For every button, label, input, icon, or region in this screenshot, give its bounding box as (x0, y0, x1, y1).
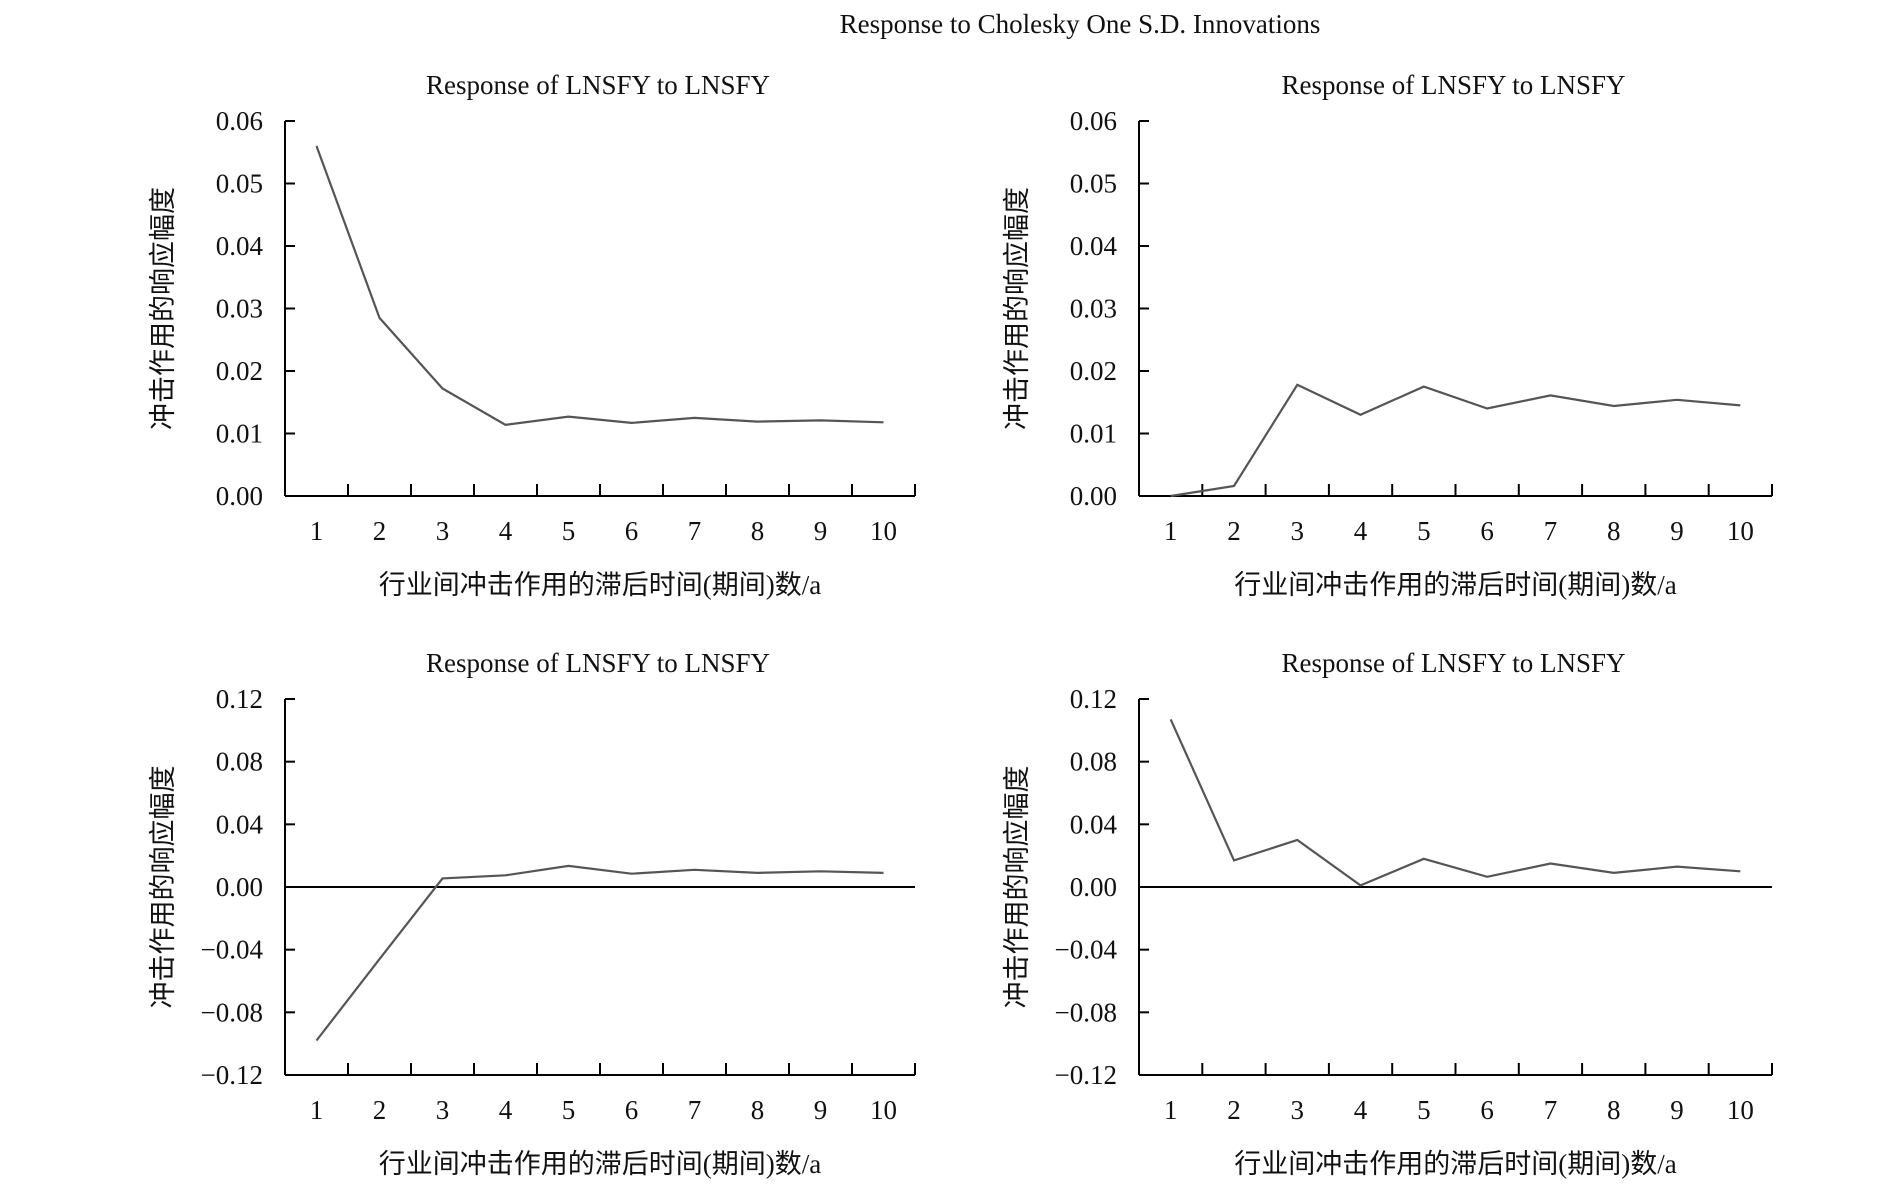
x-tick-label: 5 (1417, 1095, 1431, 1125)
response-line (1169, 718, 1741, 887)
y-tick-label: 0.06 (216, 106, 263, 136)
chart-title: Response of LNSFY to LNSFY (1281, 70, 1625, 100)
x-tick-label: 6 (1480, 1095, 1494, 1125)
y-tick-label: 0.01 (216, 419, 263, 449)
figure-title: Response to Cholesky One S.D. Innovation… (840, 9, 1321, 39)
y-axis-label: 冲击作用的响应幅度 (1002, 766, 1032, 1009)
y-tick-label: 0.03 (216, 294, 263, 324)
chart-panel-4: Response of LNSFY to LNSFY −0.12 −0.08 −0.0… (1002, 648, 1773, 1179)
y-tick-label: −0.12 (1055, 1060, 1117, 1090)
x-tick-label: 8 (1607, 1095, 1621, 1125)
x-tick-label: 4 (1354, 516, 1368, 546)
y-axis-label: 冲击作用的响应幅度 (148, 766, 178, 1009)
x-tick-label: 4 (499, 516, 513, 546)
y-tick-label: 0.04 (216, 231, 264, 261)
y-tick-label: −0.08 (1055, 997, 1117, 1027)
y-tick-label: 0.12 (216, 684, 263, 714)
y-tick-label: 0.00 (1070, 481, 1117, 511)
y-tick-label: 0.05 (1070, 169, 1117, 199)
x-tick-label: 1 (1164, 1095, 1178, 1125)
x-tick-label: 2 (373, 1095, 387, 1125)
x-tick-label: 3 (436, 1095, 450, 1125)
y-tick-label: −0.04 (201, 935, 264, 965)
x-tick-label: 9 (814, 516, 828, 546)
x-tick-label: 3 (1291, 1095, 1305, 1125)
y-tick-label: 0.08 (1070, 747, 1117, 777)
x-axis-label: 行业间冲击作用的滞后时间(期间)数/a (379, 570, 821, 600)
x-axis-label: 行业间冲击作用的滞后时间(期间)数/a (379, 1149, 821, 1179)
y-tick-label: 0.00 (216, 872, 263, 902)
y-tick-label: 0.04 (216, 809, 264, 839)
x-tick-label: 4 (1354, 1095, 1368, 1125)
x-tick-label: 1 (310, 1095, 324, 1125)
x-tick-label: 2 (1227, 1095, 1241, 1125)
y-tick-label: −0.04 (1055, 935, 1118, 965)
x-tick-label: 8 (1607, 516, 1621, 546)
x-tick-label: 3 (436, 516, 450, 546)
x-tick-label: 2 (1227, 516, 1241, 546)
chart-panel-2: Response of LNSFY to LNSFY 0.00 0.01 0.02 0.… (1002, 70, 1773, 600)
chart-title: Response of LNSFY to LNSFY (1281, 648, 1625, 678)
x-tick-label: 8 (751, 1095, 765, 1125)
x-tick-label: 5 (1417, 516, 1431, 546)
x-tick-label: 7 (1544, 516, 1558, 546)
chart-panel-3: Response of LNSFY to LNSFY −0.12 −0.08 −0.0… (148, 648, 916, 1179)
x-tick-label: 9 (1670, 1095, 1684, 1125)
y-tick-label: 0.00 (216, 481, 263, 511)
x-tick-label: 5 (562, 1095, 576, 1125)
x-tick-label: 10 (870, 516, 897, 546)
y-tick-label: −0.12 (201, 1060, 263, 1090)
y-tick-label: 0.06 (1070, 106, 1117, 136)
x-tick-label: 6 (1480, 516, 1494, 546)
chart-title: Response of LNSFY to LNSFY (426, 648, 770, 678)
x-tick-label: 4 (499, 1095, 513, 1125)
chart-title: Response of LNSFY to LNSFY (426, 70, 770, 100)
x-axis-label: 行业间冲击作用的滞后时间(期间)数/a (1234, 570, 1676, 600)
x-tick-label: 2 (373, 516, 387, 546)
x-tick-label: 3 (1291, 516, 1305, 546)
chart-panel-1: Response of LNSFY to LNSFY 0.00 0.01 0.02 0.… (148, 70, 916, 600)
y-tick-label: 0.01 (1070, 419, 1117, 449)
x-tick-label: 1 (1164, 516, 1178, 546)
x-tick-label: 6 (625, 516, 639, 546)
x-tick-label: 5 (562, 516, 576, 546)
x-tick-label: 1 (310, 516, 324, 546)
y-tick-label: 0.04 (1070, 231, 1118, 261)
x-tick-label: 7 (688, 516, 702, 546)
y-tick-label: 0.00 (1070, 872, 1117, 902)
y-axis-label: 冲击作用的响应幅度 (148, 187, 178, 430)
x-tick-label: 10 (1727, 1095, 1754, 1125)
x-tick-label: 6 (625, 1095, 639, 1125)
y-tick-label: 0.12 (1070, 684, 1117, 714)
x-tick-label: 7 (688, 1095, 702, 1125)
y-tick-label: 0.05 (216, 169, 263, 199)
x-axis-label: 行业间冲击作用的滞后时间(期间)数/a (1234, 1149, 1676, 1179)
y-tick-label: 0.04 (1070, 809, 1118, 839)
y-tick-label: 0.08 (216, 747, 263, 777)
x-tick-label: 9 (814, 1095, 828, 1125)
response-line (315, 864, 884, 1042)
x-tick-label: 8 (751, 516, 765, 546)
x-tick-label: 10 (1727, 516, 1754, 546)
y-tick-label: 0.02 (216, 356, 263, 386)
y-tick-label: 0.03 (1070, 294, 1117, 324)
x-tick-label: 10 (870, 1095, 897, 1125)
x-tick-label: 7 (1544, 1095, 1558, 1125)
y-tick-label: 0.02 (1070, 356, 1117, 386)
response-line (1170, 383, 1741, 498)
y-axis-label: 冲击作用的响应幅度 (1002, 187, 1032, 430)
x-tick-label: 9 (1670, 516, 1684, 546)
y-tick-label: −0.08 (201, 997, 263, 1027)
response-line (315, 145, 884, 426)
